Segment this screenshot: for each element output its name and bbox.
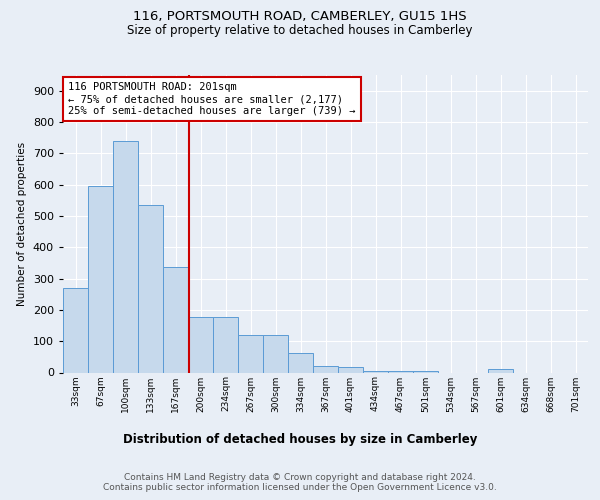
Bar — [63, 288, 88, 372]
Bar — [488, 368, 513, 372]
Text: 116, PORTSMOUTH ROAD, CAMBERLEY, GU15 1HS: 116, PORTSMOUTH ROAD, CAMBERLEY, GU15 1H… — [133, 10, 467, 23]
Bar — [113, 141, 138, 372]
Bar — [263, 335, 288, 372]
Bar — [288, 353, 313, 372]
Bar — [413, 371, 438, 372]
Bar — [238, 335, 263, 372]
Text: 116 PORTSMOUTH ROAD: 201sqm
← 75% of detached houses are smaller (2,177)
25% of : 116 PORTSMOUTH ROAD: 201sqm ← 75% of det… — [68, 82, 356, 116]
Bar — [163, 266, 188, 372]
Y-axis label: Number of detached properties: Number of detached properties — [17, 142, 27, 306]
Bar — [338, 367, 363, 372]
Bar — [313, 366, 338, 372]
Bar — [363, 371, 388, 372]
Bar — [138, 205, 163, 372]
Text: Contains HM Land Registry data © Crown copyright and database right 2024.
Contai: Contains HM Land Registry data © Crown c… — [103, 472, 497, 492]
Bar — [388, 371, 413, 372]
Text: Size of property relative to detached houses in Camberley: Size of property relative to detached ho… — [127, 24, 473, 37]
Text: Distribution of detached houses by size in Camberley: Distribution of detached houses by size … — [123, 432, 477, 446]
Bar — [213, 317, 238, 372]
Bar — [188, 317, 213, 372]
Bar — [88, 186, 113, 372]
